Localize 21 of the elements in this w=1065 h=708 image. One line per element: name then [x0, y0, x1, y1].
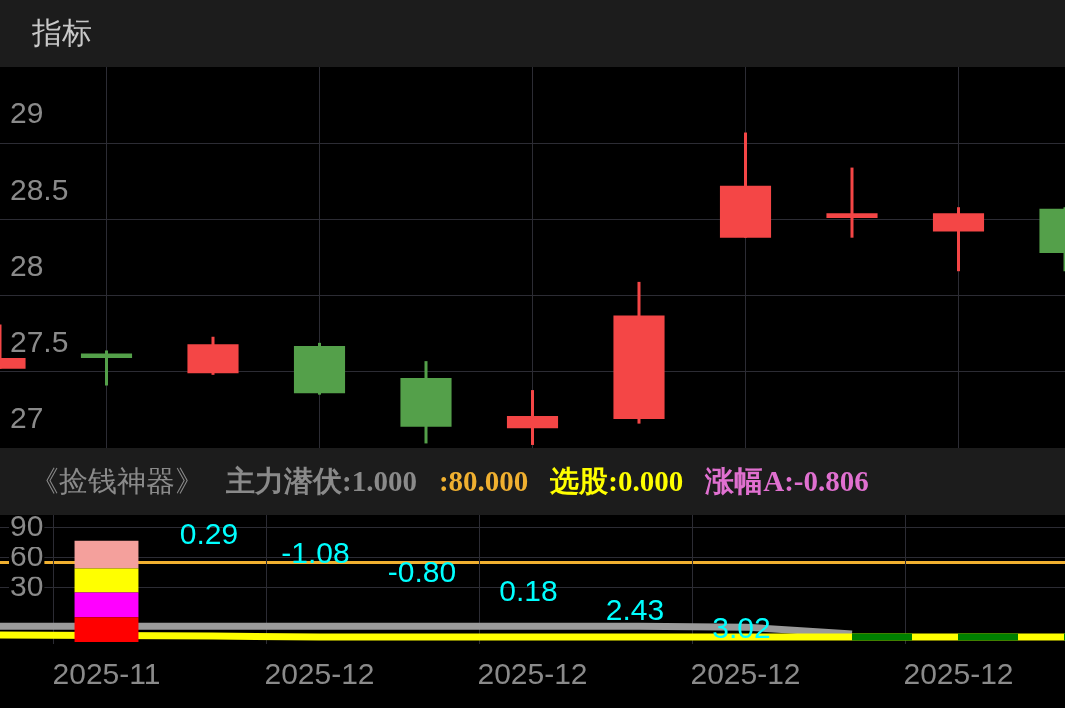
chart-title: 《捡钱神器》 — [30, 463, 204, 499]
y-tick-label: 27 — [10, 401, 44, 435]
annotation: 2.43 — [605, 592, 665, 626]
text: 选股:0.000 — [550, 463, 684, 499]
annotation: 0.18 — [499, 573, 558, 607]
annotation: -0.80 — [387, 554, 457, 588]
x-tick-label: 2025-11 — [52, 657, 161, 691]
annotation: -1.08 — [281, 535, 350, 569]
y-tick-label: 29 — [10, 96, 44, 130]
x-tick-label: 2025-12 — [477, 657, 588, 691]
annotation: 0.29 — [179, 517, 239, 551]
y-tick-label: 27.5 — [10, 325, 69, 359]
y-tick-label: 28.5 — [10, 172, 69, 206]
x-tick-label: 2025-12 — [264, 657, 375, 691]
x-tick-label: 2025-12 — [690, 657, 801, 691]
text: 主力潜伏:1.000 — [226, 463, 417, 499]
x-tick-label: 2025-12 — [903, 657, 1014, 691]
text: :80.000 — [438, 465, 529, 498]
y-tick-label: 28 — [10, 248, 44, 282]
text: 涨幅A:-0.806 — [705, 463, 869, 499]
chart-title: 指标 — [0, 0, 1065, 67]
